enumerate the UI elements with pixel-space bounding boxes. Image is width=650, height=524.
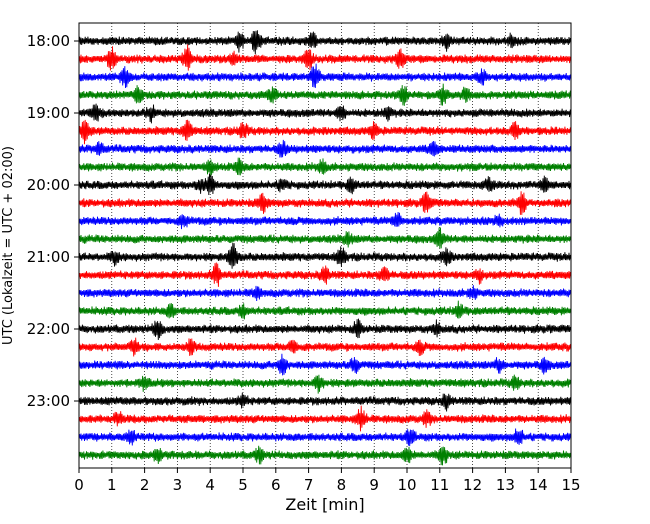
y-tick-label: 18:00 xyxy=(27,32,70,50)
seismic-trace xyxy=(78,211,572,230)
seismic-trace xyxy=(78,83,572,106)
y-axis-label: UTC (Lokalzeit = UTC + 02:00) xyxy=(1,146,16,345)
plot-frame xyxy=(78,22,572,469)
grid-lines xyxy=(111,23,539,468)
x-tick-label: 8 xyxy=(337,476,347,494)
trace-group xyxy=(78,30,572,466)
seismic-trace xyxy=(78,405,572,432)
y-tick-label: 23:00 xyxy=(27,392,70,410)
x-tick-label: 15 xyxy=(561,476,580,494)
x-tick-label: 7 xyxy=(304,476,314,494)
seismic-trace xyxy=(78,157,572,177)
y-tick-label: 20:00 xyxy=(27,176,70,194)
x-tick-label: 11 xyxy=(430,476,449,494)
x-axis-ticks: 0 1 2 3 4 5 6 7 8 9 10 11 12 13 14 15 xyxy=(74,468,581,494)
seismic-trace xyxy=(78,173,572,196)
seismic-trace xyxy=(78,242,572,269)
x-tick-label: 9 xyxy=(369,476,379,494)
seismic-trace xyxy=(78,285,572,302)
seismic-trace xyxy=(78,353,572,376)
y-tick-label: 22:00 xyxy=(27,320,70,338)
seismic-trace xyxy=(78,191,572,215)
x-tick-label: 4 xyxy=(205,476,215,494)
seismic-trace xyxy=(78,139,572,158)
seismic-trace xyxy=(78,262,572,287)
seismic-trace xyxy=(78,300,572,320)
seismic-trace xyxy=(78,374,572,394)
seismic-trace xyxy=(78,63,572,89)
seismic-trace xyxy=(78,103,572,124)
seismic-trace xyxy=(78,445,572,466)
seismic-trace xyxy=(78,392,572,412)
seismic-trace xyxy=(78,227,572,249)
seismic-trace xyxy=(78,30,572,55)
x-tick-label: 0 xyxy=(74,476,84,494)
x-tick-label: 14 xyxy=(529,476,548,494)
x-tick-label: 12 xyxy=(463,476,482,494)
y-tick-label: 19:00 xyxy=(27,104,70,122)
x-tick-label: 2 xyxy=(140,476,150,494)
seismic-trace xyxy=(78,119,572,145)
x-tick-label: 1 xyxy=(107,476,117,494)
x-tick-label: 5 xyxy=(238,476,248,494)
x-tick-label: 6 xyxy=(271,476,281,494)
y-tick-label: 21:00 xyxy=(27,248,70,266)
x-tick-label: 13 xyxy=(496,476,515,494)
y-axis-ticks: 18:00 19:00 20:00 21:00 22:00 23:00 xyxy=(27,32,79,410)
seismic-trace xyxy=(78,428,572,447)
seismic-trace xyxy=(78,318,572,341)
x-tick-label: 10 xyxy=(397,476,416,494)
x-tick-label: 3 xyxy=(173,476,183,494)
seismic-trace xyxy=(78,44,572,71)
seismic-trace xyxy=(78,337,572,357)
x-axis-label: Zeit [min] xyxy=(285,495,364,514)
